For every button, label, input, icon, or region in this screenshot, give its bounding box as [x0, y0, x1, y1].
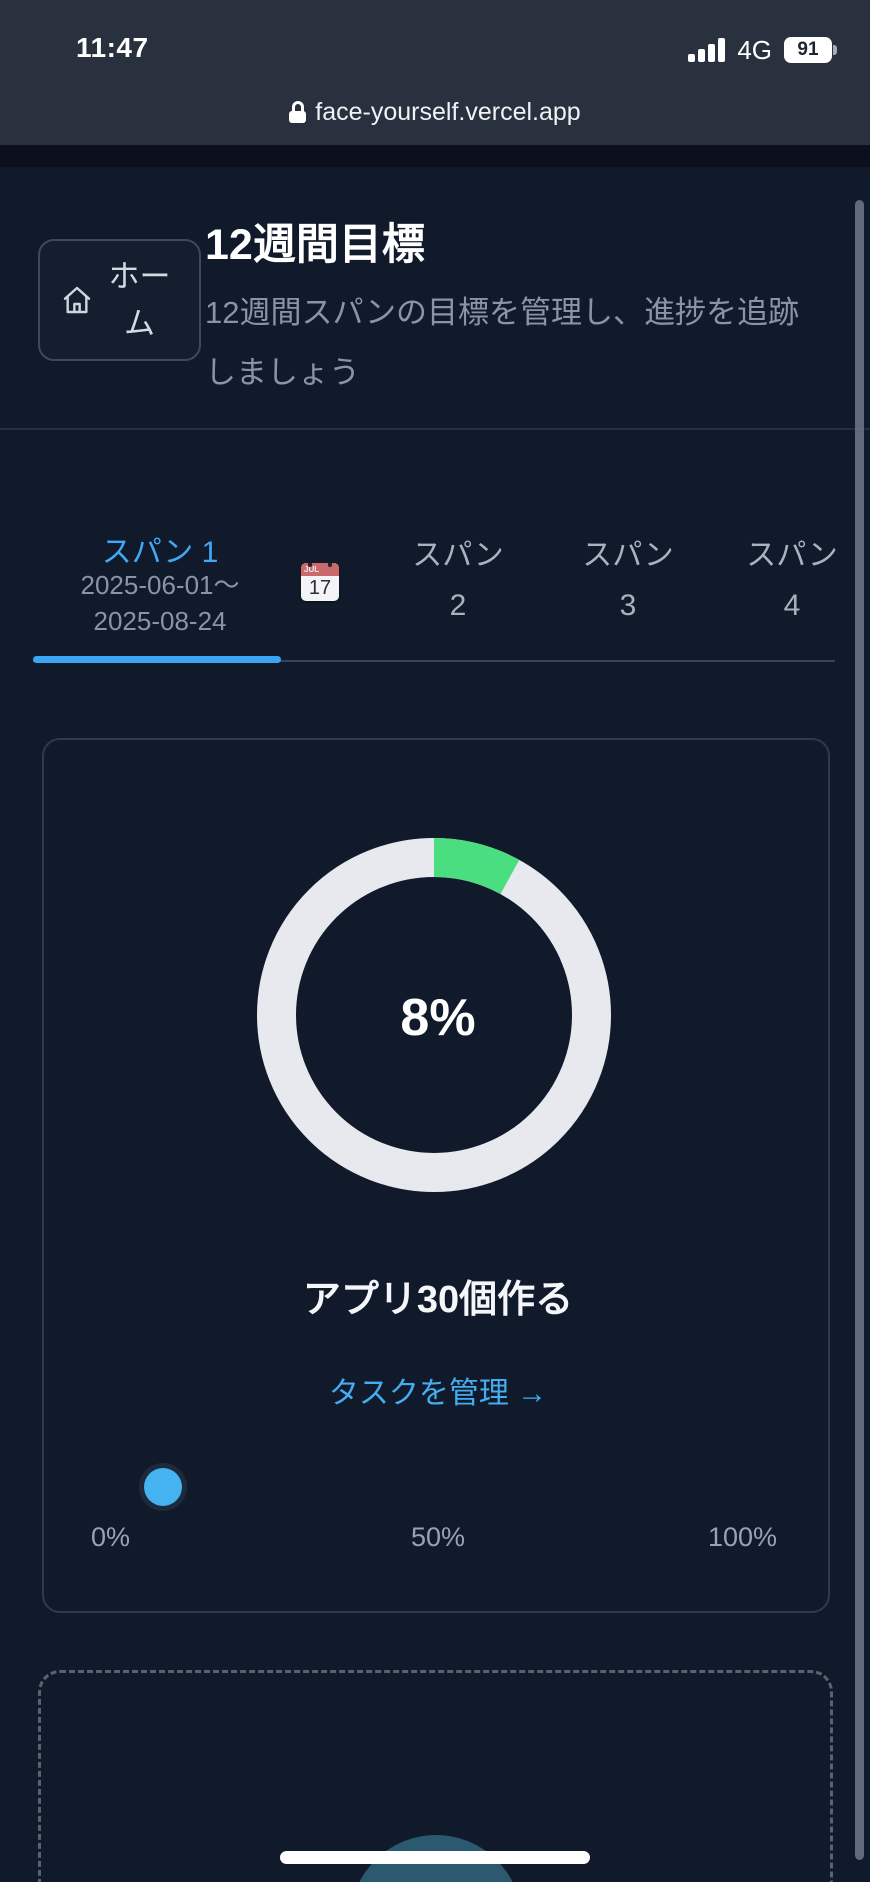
browser-chrome: 11:47 4G 91 face-yourself.vercel.app — [0, 0, 870, 145]
page-title: 12週間目標 — [205, 221, 425, 269]
home-icon — [63, 286, 90, 314]
battery-nub — [833, 45, 837, 55]
progress-percent-label: 8% — [400, 989, 476, 1047]
home-button-label: ホーム — [108, 259, 171, 341]
tab-span1-dates: 2025-06-01～ 2025-08-24 — [45, 567, 275, 639]
goal-title: アプリ30個作る — [302, 1279, 574, 1321]
slider-label-50: 50% — [410, 1522, 466, 1552]
add-goal-dashed-card[interactable] — [38, 1670, 833, 1882]
battery-percent: 91 — [797, 39, 819, 60]
slider-label-100: 100% — [707, 1522, 777, 1552]
manage-tasks-link[interactable]: タスクを管理 → — [328, 1377, 548, 1410]
goal-card: 8% アプリ30個作る タスクを管理 → 0% 50% 100% — [42, 738, 830, 1613]
progress-donut-chart — [257, 838, 611, 1192]
date-range-line1: 2025-06-01～ — [80, 570, 240, 600]
status-time: 11:47 — [76, 32, 149, 63]
slider-label-0: 0% — [91, 1522, 131, 1552]
calendar-month: JUL — [301, 563, 339, 576]
address-bar[interactable]: face-yourself.vercel.app — [0, 92, 870, 132]
active-tab-underline — [33, 656, 281, 663]
network-type-label: 4G — [737, 34, 772, 65]
home-indicator — [280, 1851, 590, 1864]
lock-icon — [289, 101, 307, 123]
home-button[interactable]: ホーム — [38, 239, 201, 361]
calendar-day: 17 — [308, 577, 332, 599]
progress-slider-thumb[interactable] — [138, 1463, 187, 1511]
tab-span3[interactable]: スパン 3 — [582, 539, 674, 622]
status-icons: 4G 91 — [688, 28, 837, 72]
page-top-strip — [0, 145, 870, 167]
cellular-signal-icon — [688, 38, 726, 62]
tab-track-line — [33, 660, 835, 662]
url-text: face-yourself.vercel.app — [315, 97, 581, 126]
page-scrollbar[interactable] — [855, 200, 864, 1860]
tab-span4[interactable]: スパン 4 — [746, 539, 838, 622]
calendar-icon: JUL 17 — [301, 563, 339, 601]
status-bar: 11:47 4G 91 — [0, 28, 870, 72]
donut-progress-arc — [257, 838, 611, 1192]
date-range-line2: 2025-08-24 — [93, 606, 227, 636]
tab-span1[interactable]: スパン 1 — [101, 536, 219, 569]
page-subtitle: 12週間スパンの目標を管理し、進捗を追跡しましょう — [205, 295, 800, 390]
tab-span2[interactable]: スパン 2 — [412, 539, 504, 622]
header-divider — [0, 428, 870, 430]
battery-icon: 91 — [784, 37, 837, 63]
slider-knob — [143, 1468, 182, 1506]
